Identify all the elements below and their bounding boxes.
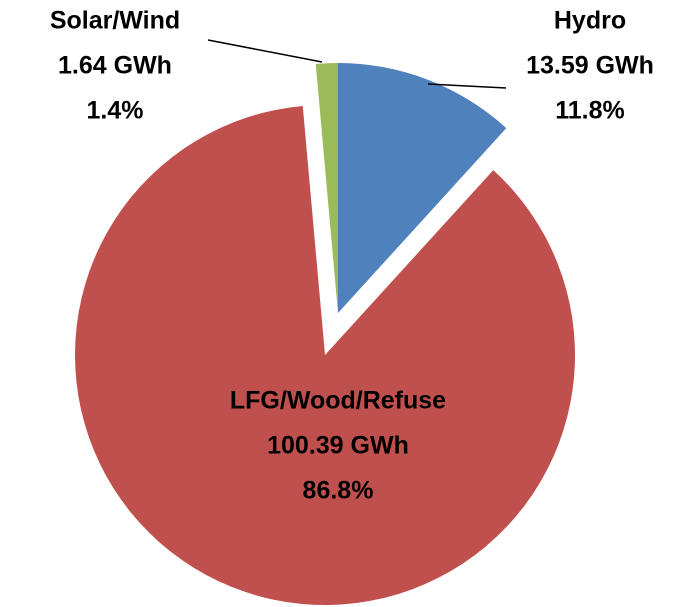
slice-name: Hydro [554,7,626,35]
pie-slice [315,63,338,313]
leader-line [207,39,323,63]
slice-name: Solar/Wind [50,7,180,35]
value-label: 1.64 GWh [58,52,172,80]
percent-label: 86.8% [303,477,374,505]
value-label: 13.59 GWh [526,52,654,80]
slice-name: LFG/Wood/Refuse [230,387,446,415]
value-label: 100.39 GWh [267,432,409,460]
percent-label: 1.4% [87,97,144,125]
pie-slice [75,105,576,606]
percent-label: 11.8% [555,97,625,125]
pie-slice [338,63,507,313]
leader-line [427,83,507,89]
